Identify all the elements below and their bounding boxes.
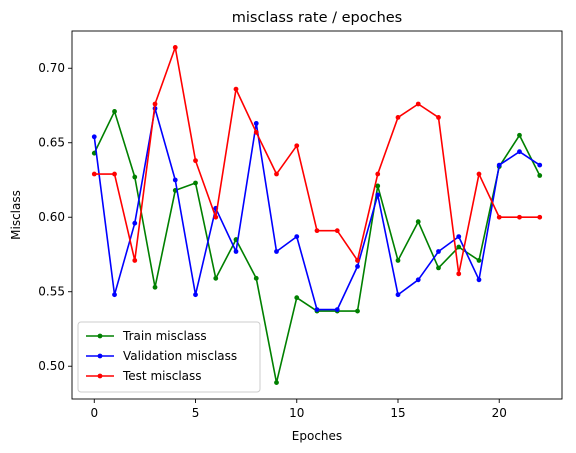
data-point [517,149,522,155]
y-tick-label: 0.65 [38,136,65,150]
data-point [375,192,381,198]
data-point [375,183,381,189]
data-point [152,284,158,290]
data-point [274,171,279,177]
series-2 [91,44,543,277]
data-point [253,129,259,135]
y-tick-label: 0.50 [38,359,65,373]
legend-item: Validation misclass [86,349,237,363]
data-point [415,101,421,107]
data-point [112,109,117,114]
data-point [132,258,138,263]
data-point [537,214,543,220]
legend-marker [97,353,103,359]
axes-layer: 0 5 10 15 20 0.50 0.55 0.60 0.65 0.70 [38,30,563,420]
data-point [213,275,219,281]
legend-box [77,321,261,393]
x-tick-label: 15 [390,406,405,420]
y-axis-title: Misclass [9,190,23,240]
data-point [436,265,441,271]
data-point [517,132,522,138]
data-point [91,134,97,140]
data-point [415,219,421,225]
data-point [152,101,158,107]
legend-item: Test misclass [86,369,202,383]
data-point [132,174,138,180]
legend: Train misclass Validation misclass Test mi… [77,321,261,393]
x-axis-title: Epoches [292,429,342,443]
data-point [253,275,259,281]
data-point [456,234,462,240]
x-tick-label: 10 [289,406,304,420]
x-tick-label: 0 [90,406,98,420]
data-point [193,292,198,298]
x-tick-label: 20 [492,406,507,420]
y-tick-label: 0.70 [38,61,65,75]
y-tick-label: 0.60 [38,210,65,224]
data-point [314,228,320,234]
legend-item: Train misclass [86,329,207,343]
data-point [112,292,117,298]
data-point [496,214,502,220]
legend-label: Test misclass [122,369,202,383]
data-point [294,143,300,149]
data-point [496,162,502,168]
data-point [517,214,522,220]
data-point [172,177,178,183]
axes-frame [71,30,563,400]
data-point [193,158,198,164]
data-point [91,171,97,177]
y-tick-label: 0.55 [38,285,65,299]
data-point [334,307,340,313]
data-point [355,258,360,263]
data-point [314,307,320,313]
legend-label: Train misclass [122,329,207,343]
legend-marker [97,373,103,379]
data-point [395,258,401,263]
data-point [537,173,543,178]
data-point [415,277,421,283]
data-point [355,264,360,269]
data-point [456,271,462,277]
data-point [436,249,441,254]
data-point [233,86,239,92]
data-point [132,220,138,226]
chart-title: misclass rate / epoches [232,10,403,26]
data-point [193,180,198,186]
legend-marker [97,333,103,339]
data-point [476,277,482,283]
data-point [233,249,239,254]
data-point [112,171,117,177]
data-point [436,115,441,120]
data-point [274,249,279,254]
series-layer [91,44,543,386]
legend-label: Validation misclass [123,349,237,363]
data-point [456,244,462,250]
data-point [213,214,219,220]
data-point [294,234,300,240]
data-point [375,171,381,177]
data-point [294,295,300,301]
data-point [395,292,401,298]
data-point [334,228,340,234]
data-point [253,120,259,126]
data-point [476,258,482,263]
series-1 [91,106,543,313]
data-point [476,171,482,177]
data-point [355,308,360,314]
data-point [172,44,178,50]
x-tick-label: 5 [192,406,200,420]
data-point [274,380,279,386]
data-point [395,115,401,120]
data-point [537,162,543,168]
